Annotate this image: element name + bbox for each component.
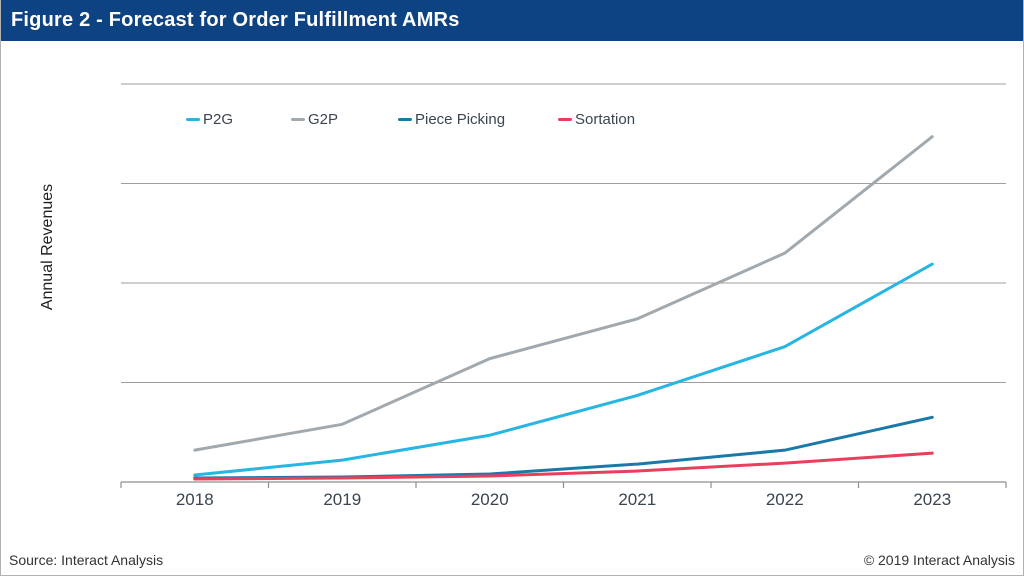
legend-item-piece-picking: Piece Picking: [398, 111, 505, 128]
y-axis-title: Annual Revenues: [39, 183, 56, 311]
series-line-p2g: [193, 262, 934, 477]
legend-swatch-icon: [398, 118, 412, 121]
legend-label: P2G: [203, 111, 234, 128]
legend-swatch-icon: [186, 118, 200, 121]
figure-title: Figure 2 - Forecast for Order Fulfillmen…: [11, 9, 460, 31]
x-axis-label-2022: 2022: [765, 490, 804, 509]
legend-item-sortation: Sortation: [558, 111, 635, 128]
legend-item-g2p: G2P: [291, 111, 338, 128]
legend-item-p2g: P2G: [186, 111, 233, 128]
x-axis-label-2020: 2020: [470, 490, 509, 509]
x-axis-label-2019: 2019: [323, 490, 362, 509]
series-line-g2p: [193, 135, 934, 452]
legend-label: Sortation: [575, 111, 636, 128]
x-axis-label-2018: 2018: [175, 490, 214, 509]
series-line-sortation: [193, 451, 934, 481]
x-axis-label-2023: 2023: [913, 490, 952, 509]
source-note: Source: Interact Analysis: [9, 552, 164, 568]
legend-label: G2P: [308, 111, 339, 128]
copyright-note: © 2019 Interact Analysis: [863, 552, 1015, 568]
series-line-piece-picking: [193, 415, 934, 480]
figure-header: Figure 2 - Forecast for Order Fulfillmen…: [1, 0, 1023, 41]
x-axis-label-2021: 2021: [618, 490, 657, 509]
legend-swatch-icon: [291, 118, 305, 121]
legend-swatch-icon: [558, 118, 572, 121]
legend-label: Piece Picking: [415, 111, 506, 128]
